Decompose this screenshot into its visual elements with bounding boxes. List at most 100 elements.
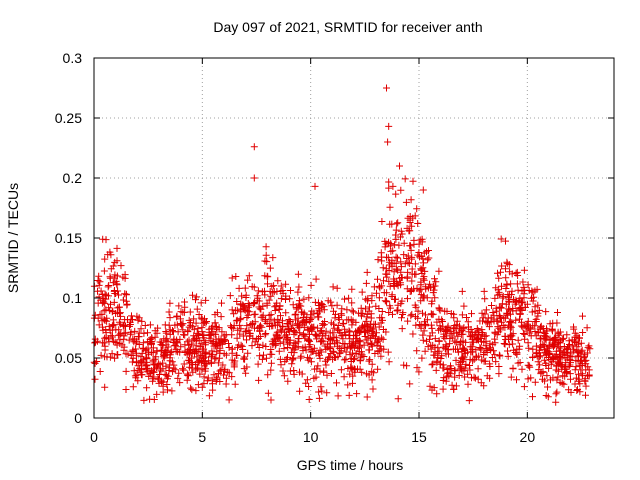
data-point xyxy=(365,371,373,379)
data-point xyxy=(266,350,274,358)
data-point xyxy=(368,360,376,368)
data-point xyxy=(428,300,436,308)
data-point xyxy=(404,268,412,276)
data-point xyxy=(179,326,187,334)
data-point xyxy=(114,351,122,358)
data-point xyxy=(582,382,590,390)
data-point xyxy=(228,356,236,364)
data-point xyxy=(222,351,230,359)
data-point xyxy=(296,368,303,376)
data-point xyxy=(261,317,269,325)
data-point xyxy=(210,330,218,338)
data-point xyxy=(345,294,353,302)
data-point xyxy=(363,268,371,276)
data-point xyxy=(420,276,428,284)
data-point xyxy=(203,377,211,385)
data-point xyxy=(133,371,141,379)
data-point xyxy=(532,315,540,323)
x-axis-label: GPS time / hours xyxy=(297,457,404,473)
data-point xyxy=(307,325,315,332)
data-point xyxy=(537,352,544,360)
data-point xyxy=(113,272,121,280)
data-point xyxy=(195,311,203,318)
data-point xyxy=(149,349,157,357)
data-point xyxy=(585,366,593,374)
data-point xyxy=(228,345,236,353)
data-point xyxy=(311,330,319,338)
data-point xyxy=(194,325,202,333)
data-point xyxy=(340,373,348,381)
data-point xyxy=(217,366,225,374)
data-point xyxy=(423,337,430,345)
data-point xyxy=(426,335,433,343)
data-point xyxy=(364,333,372,341)
data-point xyxy=(285,339,293,347)
data-point xyxy=(290,370,298,378)
data-point xyxy=(577,366,585,374)
data-point xyxy=(504,347,511,355)
data-point xyxy=(100,295,108,302)
data-point xyxy=(408,253,416,261)
data-point xyxy=(249,334,257,342)
data-point xyxy=(477,346,485,354)
data-point xyxy=(330,320,337,328)
data-point xyxy=(513,268,521,276)
data-point xyxy=(275,347,283,355)
data-point xyxy=(406,380,414,388)
data-point xyxy=(129,354,137,362)
data-point xyxy=(433,390,441,398)
data-point xyxy=(439,361,447,369)
data-point xyxy=(428,324,436,332)
x-tick-label: 0 xyxy=(90,429,98,445)
data-point xyxy=(381,297,389,305)
data-point xyxy=(296,387,304,395)
data-point xyxy=(335,316,343,324)
data-point xyxy=(287,287,294,294)
data-point xyxy=(540,342,548,350)
data-point xyxy=(361,321,369,329)
data-point xyxy=(502,285,510,292)
data-point xyxy=(267,292,275,300)
data-point xyxy=(392,190,400,198)
data-point xyxy=(177,308,185,316)
data-point xyxy=(531,328,539,335)
data-point xyxy=(554,309,561,316)
data-point xyxy=(312,275,320,283)
data-point xyxy=(498,282,505,290)
data-point xyxy=(285,326,292,334)
data-point xyxy=(419,275,427,283)
data-point xyxy=(137,325,145,333)
data-point xyxy=(269,254,277,262)
data-point xyxy=(251,318,259,326)
data-point xyxy=(542,392,550,399)
data-point xyxy=(447,365,455,372)
data-point xyxy=(431,275,438,283)
data-point xyxy=(245,308,253,316)
data-point xyxy=(187,384,195,392)
data-point xyxy=(519,323,527,331)
data-point xyxy=(449,334,457,342)
data-point xyxy=(202,339,210,347)
data-point xyxy=(528,287,536,295)
data-point xyxy=(113,257,121,265)
data-point xyxy=(254,360,262,368)
data-point xyxy=(99,323,106,331)
data-point xyxy=(382,328,390,336)
data-point xyxy=(557,354,564,362)
data-point xyxy=(186,359,194,367)
data-point xyxy=(532,342,540,350)
data-point xyxy=(497,268,504,276)
data-point xyxy=(385,309,393,316)
data-point xyxy=(193,305,201,313)
data-point xyxy=(159,388,167,396)
data-point xyxy=(383,289,391,297)
data-point xyxy=(383,273,391,281)
data-point xyxy=(429,289,437,297)
data-point xyxy=(305,294,313,302)
data-point xyxy=(122,386,130,393)
data-point xyxy=(222,331,230,339)
data-point xyxy=(478,329,486,336)
data-point xyxy=(197,314,205,322)
data-point xyxy=(368,367,376,375)
data-point xyxy=(295,300,303,308)
